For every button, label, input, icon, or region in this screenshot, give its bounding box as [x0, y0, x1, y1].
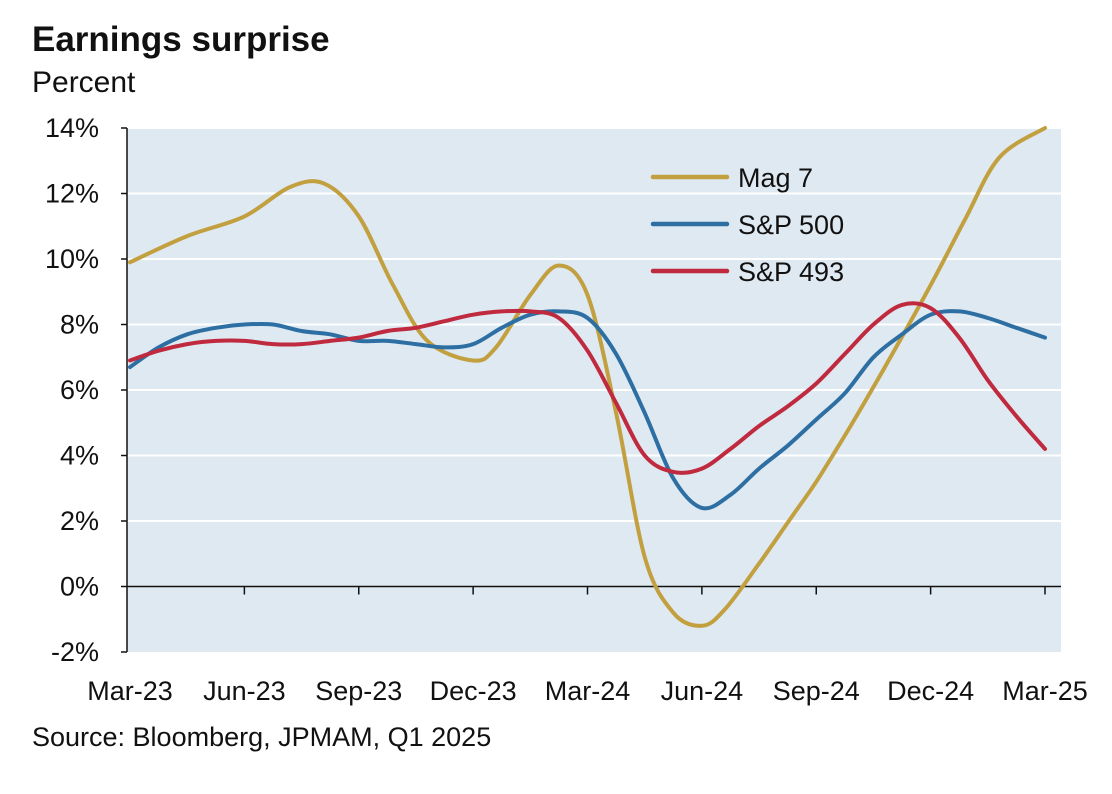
x-tick-label: Dec-23 — [430, 676, 517, 706]
y-tick-label: 10% — [45, 244, 99, 274]
x-tick-label: Mar-25 — [1002, 676, 1088, 706]
x-tick-label: Mar-24 — [545, 676, 631, 706]
series-line-mag-7 — [128, 126, 1047, 628]
y-tick-label: 4% — [60, 441, 99, 471]
y-tick-label: 6% — [60, 375, 99, 405]
legend: Mag 7 S&P 500 S&P 493 — [650, 163, 844, 287]
axes: -2% 0% 2% 4% 6% 8% 10% 12% 14% Mar-23 Jun-23 Sep-23… — [45, 113, 1088, 706]
series-lines — [128, 126, 1047, 628]
source-note: Source: Bloomberg, JPMAM, Q1 2025 — [32, 722, 492, 752]
x-tick-label: Sep-24 — [773, 676, 860, 706]
legend-label-s-p-500: S&P 500 — [738, 210, 844, 240]
y-tick-label: 2% — [60, 506, 99, 536]
chart-title: Earnings surprise — [32, 20, 330, 59]
y-tick-label: 12% — [45, 179, 99, 209]
x-tick-label: Sep-23 — [315, 676, 402, 706]
y-tick-label: -2% — [51, 637, 99, 667]
series-line-s-p-500 — [128, 309, 1047, 511]
legend-label-mag-7: Mag 7 — [738, 163, 813, 193]
series-line-s-p-493 — [128, 301, 1047, 475]
x-tick-label: Jun-24 — [661, 676, 744, 706]
y-tick-label: 0% — [60, 572, 99, 602]
legend-label-s-p-493: S&P 493 — [738, 257, 844, 287]
chart-subtitle: Percent — [32, 66, 136, 99]
x-tick-label: Mar-23 — [87, 676, 173, 706]
x-tick-label: Jun-23 — [203, 676, 286, 706]
y-tick-label: 14% — [45, 113, 99, 143]
y-tick-label: 8% — [60, 310, 99, 340]
x-tick-label: Dec-24 — [887, 676, 974, 706]
